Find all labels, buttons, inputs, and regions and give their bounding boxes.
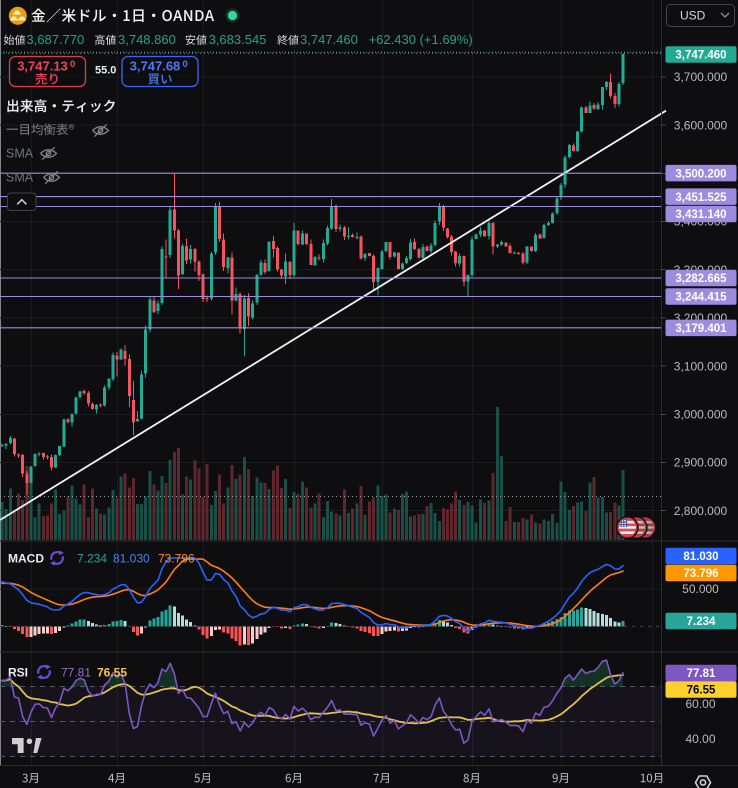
svg-text:73.796: 73.796 bbox=[158, 552, 195, 566]
svg-text:3,431.140: 3,431.140 bbox=[675, 209, 726, 221]
svg-text:0: 0 bbox=[70, 59, 75, 70]
svg-text:3,451.525: 3,451.525 bbox=[675, 192, 727, 204]
svg-text:3,747.13: 3,747.13 bbox=[17, 59, 68, 74]
svg-text:3,700.000: 3,700.000 bbox=[674, 70, 728, 84]
svg-text:3,600.000: 3,600.000 bbox=[674, 118, 728, 132]
svg-text:RSI: RSI bbox=[8, 666, 28, 680]
svg-text:81.030: 81.030 bbox=[113, 552, 150, 566]
svg-text:3,687.770: 3,687.770 bbox=[26, 32, 84, 47]
svg-text:55.0: 55.0 bbox=[95, 65, 116, 77]
svg-text:76.55: 76.55 bbox=[687, 685, 716, 697]
svg-text:3,747.460: 3,747.460 bbox=[675, 50, 726, 62]
svg-text:3,282.665: 3,282.665 bbox=[675, 273, 727, 285]
svg-text:3,748.860: 3,748.860 bbox=[118, 32, 176, 47]
svg-text:40.00: 40.00 bbox=[685, 732, 715, 746]
svg-text:77.81: 77.81 bbox=[687, 668, 716, 680]
svg-text:USD: USD bbox=[680, 9, 706, 23]
svg-text:7.234: 7.234 bbox=[687, 616, 716, 628]
svg-text:2,800.000: 2,800.000 bbox=[674, 504, 728, 518]
svg-text:3,244.415: 3,244.415 bbox=[675, 292, 727, 304]
svg-text:3,100.000: 3,100.000 bbox=[674, 359, 728, 373]
svg-text:MACD: MACD bbox=[8, 552, 44, 566]
svg-text:3,000.000: 3,000.000 bbox=[674, 408, 728, 422]
svg-text:0: 0 bbox=[183, 59, 188, 70]
svg-text:3,683.545: 3,683.545 bbox=[209, 32, 267, 47]
svg-text:3,500.200: 3,500.200 bbox=[675, 168, 726, 180]
svg-text:3,747.68: 3,747.68 bbox=[130, 59, 181, 74]
svg-text:+62.430 (+1.69%): +62.430 (+1.69%) bbox=[369, 32, 473, 47]
svg-text:76.55: 76.55 bbox=[97, 666, 127, 680]
svg-text:81.030: 81.030 bbox=[683, 551, 718, 563]
svg-text:2,900.000: 2,900.000 bbox=[674, 456, 728, 470]
svg-text:60.00: 60.00 bbox=[685, 697, 715, 711]
svg-text:3,747.460: 3,747.460 bbox=[300, 32, 358, 47]
svg-text:SMA: SMA bbox=[6, 147, 34, 161]
svg-text:7.234: 7.234 bbox=[77, 552, 107, 566]
svg-text:SMA: SMA bbox=[6, 171, 34, 185]
svg-text:3,179.401: 3,179.401 bbox=[675, 323, 727, 335]
svg-text:77.81: 77.81 bbox=[61, 666, 91, 680]
svg-text:73.796: 73.796 bbox=[683, 568, 718, 580]
svg-text:50.000: 50.000 bbox=[682, 582, 719, 596]
